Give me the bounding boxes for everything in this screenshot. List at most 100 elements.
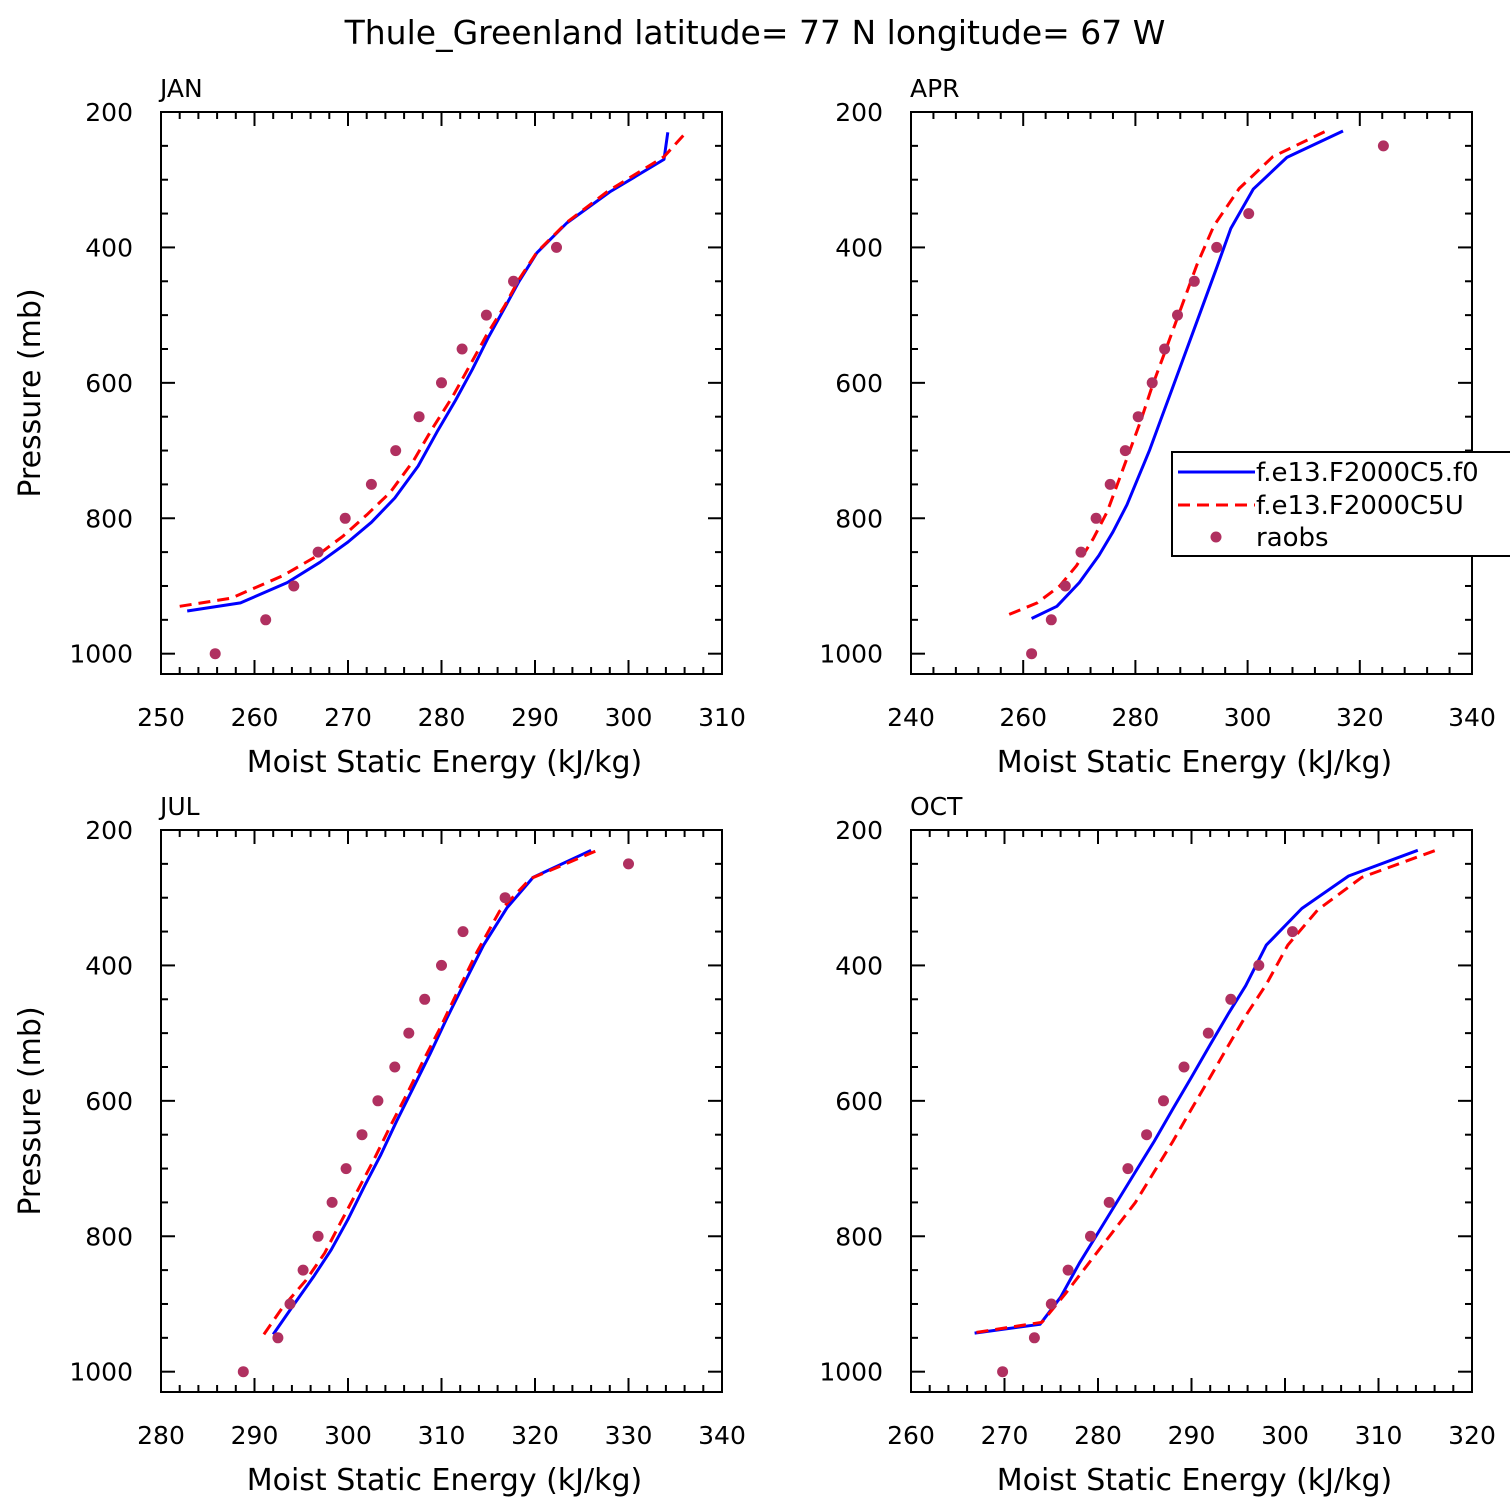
raobs-point <box>1141 1129 1153 1141</box>
x-tick-label: 240 <box>887 703 935 732</box>
raobs-point <box>419 993 431 1005</box>
raobs-point <box>356 1129 368 1141</box>
x-axis-label: Moist Static Energy (kJ/kg) <box>997 1463 1393 1498</box>
raobs-point <box>1026 648 1038 660</box>
plot-grid: 250 260 270 280 290 300 310 200 400 600 800 1000 JAN… <box>13 74 1496 1498</box>
plot-frame <box>160 111 723 675</box>
panel-label: OCT <box>910 792 963 821</box>
raobs-point <box>457 926 469 938</box>
raobs-point <box>1243 208 1255 220</box>
raobs-point <box>1172 309 1183 321</box>
x-tick-label: 340 <box>698 1421 746 1450</box>
raobs-point <box>551 241 562 253</box>
raobs-point <box>1075 546 1087 558</box>
series-line-dashed <box>262 847 602 1336</box>
raobs-point <box>1104 478 1116 490</box>
y-tick-label: 600 <box>835 1087 883 1116</box>
raobs-point <box>260 614 272 626</box>
y-tick-label: 1000 <box>69 640 133 669</box>
panel-jul: 280 290 300 310 320 330 340 200 400 600 800 1000 JUL… <box>13 792 746 1498</box>
raobs-point <box>1158 1095 1169 1107</box>
raobs-point <box>1122 1163 1134 1175</box>
raobs-point <box>340 1163 352 1175</box>
legend-frame <box>1171 451 1510 557</box>
y-tick-label: 800 <box>835 504 883 533</box>
x-tick-label: 280 <box>137 1421 185 1450</box>
y-tick-label: 200 <box>85 816 133 845</box>
raobs-point <box>623 858 634 870</box>
y-tick-label: 600 <box>85 1087 133 1116</box>
y-tick-label: 200 <box>835 98 883 127</box>
x-tick-label: 320 <box>1336 703 1384 732</box>
x-tick-label: 330 <box>605 1421 653 1450</box>
y-tick-label: 400 <box>85 951 133 980</box>
x-tick-label: 320 <box>1448 1421 1496 1450</box>
legend-swatch-marker <box>1210 531 1222 543</box>
y-tick-label: 800 <box>835 1222 883 1251</box>
y-tick-label: 1000 <box>819 640 883 669</box>
legend-label-model-1: f.e13.F2000C5.f0 <box>1256 458 1479 488</box>
series-line-dashed <box>976 847 1440 1334</box>
raobs-point <box>1202 1027 1214 1039</box>
series-line-solid <box>974 848 1419 1335</box>
y-tick-label: 1000 <box>69 1358 133 1387</box>
series-line-dashed <box>179 129 689 608</box>
raobs-point <box>326 1196 338 1208</box>
y-tick-label: 400 <box>85 233 133 262</box>
x-tick-label: 280 <box>1112 703 1160 732</box>
raobs-point <box>1287 926 1298 938</box>
legend: f.e13.F2000C5.f0 f.e13.F2000C5U raobs <box>1171 451 1510 557</box>
raobs-point <box>480 309 492 321</box>
raobs-point <box>237 1366 249 1378</box>
raobs-point <box>390 445 402 457</box>
raobs-point <box>372 1095 384 1107</box>
raobs-point <box>1062 1264 1074 1276</box>
raobs-point <box>436 377 447 389</box>
raobs-point <box>1188 275 1200 287</box>
y-tick-label: 800 <box>85 1222 133 1251</box>
y-tick-label: 400 <box>835 951 883 980</box>
panel-oct: 260 270 280 290 300 310 320 200 400 600 800 1000 OCT… <box>819 792 1495 1498</box>
x-axis-label: Moist Static Energy (kJ/kg) <box>247 745 643 780</box>
raobs-point <box>284 1298 296 1310</box>
figure-title: Thule_Greenland latitude= 77 N longitude… <box>344 13 1166 52</box>
x-tick-label: 260 <box>999 703 1047 732</box>
plot-frame <box>910 111 1473 675</box>
raobs-point <box>436 959 447 971</box>
x-tick-label: 270 <box>324 703 372 732</box>
series-line-dashed <box>1008 129 1327 616</box>
raobs-point <box>288 580 300 592</box>
raobs-point <box>297 1264 309 1276</box>
y-tick-label: 1000 <box>819 1358 883 1387</box>
raobs-point <box>1377 140 1389 152</box>
series-line-solid <box>186 132 670 613</box>
raobs-point <box>209 648 221 660</box>
y-tick-label: 400 <box>835 233 883 262</box>
raobs-point <box>1253 959 1265 971</box>
y-tick-label: 200 <box>835 816 883 845</box>
raobs-point <box>312 1230 324 1242</box>
x-tick-label: 280 <box>418 703 466 732</box>
raobs-point <box>997 1366 1009 1378</box>
panel-label: APR <box>910 74 960 103</box>
plot-frame <box>160 829 723 1393</box>
raobs-point <box>1103 1196 1115 1208</box>
x-tick-label: 300 <box>1224 703 1272 732</box>
x-axis-label: Moist Static Energy (kJ/kg) <box>247 1463 643 1498</box>
panel-label: JAN <box>158 74 203 103</box>
raobs-point <box>1119 445 1131 457</box>
x-tick-label: 250 <box>137 703 185 732</box>
raobs-point <box>1225 993 1237 1005</box>
raobs-point <box>1059 580 1071 592</box>
y-tick-label: 800 <box>85 504 133 533</box>
raobs-point <box>403 1027 415 1039</box>
series-line-solid <box>1030 129 1344 620</box>
raobs-point <box>1045 1298 1057 1310</box>
raobs-point <box>312 546 324 558</box>
x-axis-label: Moist Static Energy (kJ/kg) <box>997 745 1393 780</box>
legend-label-model-2: f.e13.F2000C5U <box>1256 491 1464 521</box>
raobs-point <box>456 343 468 355</box>
x-tick-label: 290 <box>231 1421 279 1450</box>
x-tick-label: 260 <box>887 1421 935 1450</box>
